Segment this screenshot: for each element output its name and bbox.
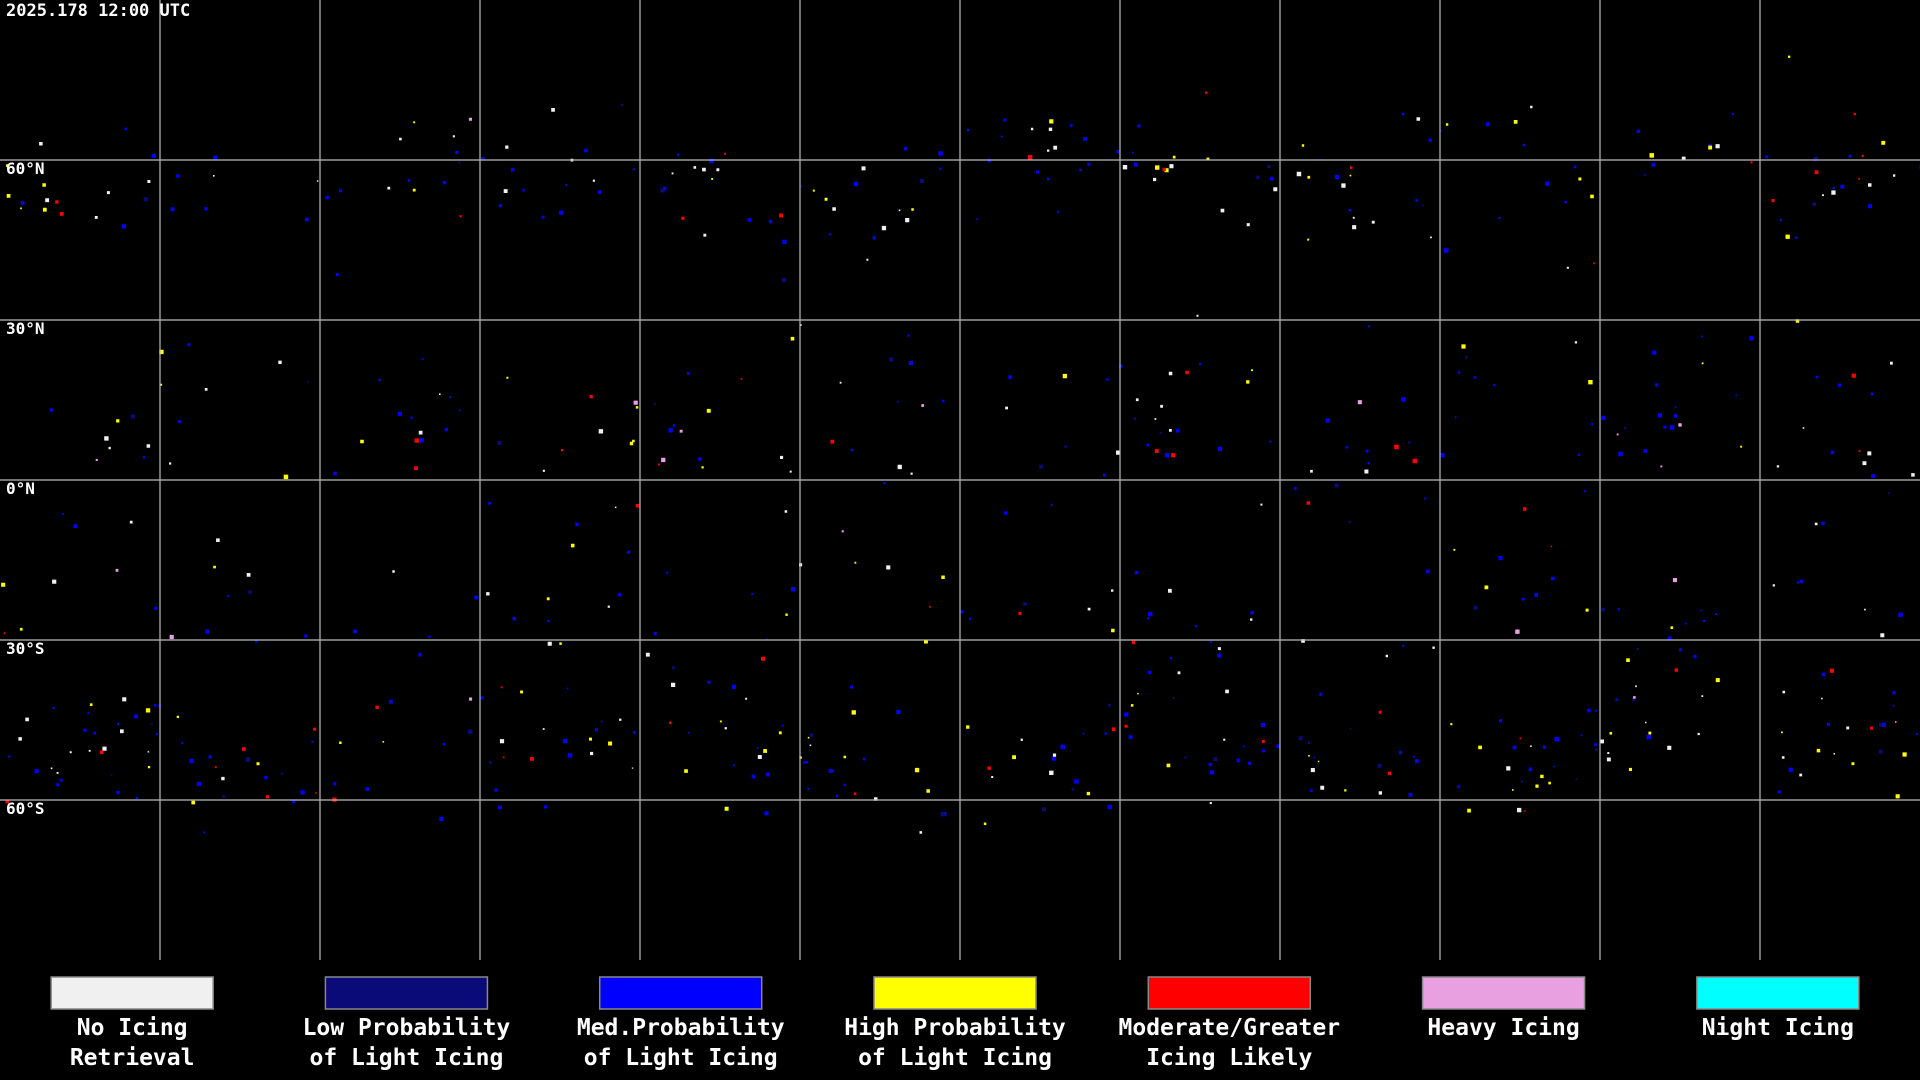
legend-swatch	[1147, 976, 1312, 1010]
latitude-labels: 60°N 30°N 0°N 30°S 60°S	[6, 159, 45, 818]
legend-label: Low Probability	[303, 1015, 511, 1041]
legend-label: Med.Probability	[577, 1015, 785, 1041]
legend-swatch	[1421, 976, 1586, 1010]
graticule	[0, 0, 1920, 960]
legend-label: Retrieval	[70, 1045, 195, 1071]
legend-label: Heavy Icing	[1427, 1015, 1579, 1041]
legend-swatch	[1696, 976, 1860, 1010]
legend-label: Icing Likely	[1146, 1045, 1312, 1071]
legend-swatch	[873, 976, 1037, 1010]
latitude-label: 60°S	[6, 799, 45, 818]
legend-label: Night Icing	[1702, 1015, 1854, 1041]
legend-swatch	[324, 976, 489, 1010]
latitude-label: 60°N	[6, 159, 45, 178]
legend-label: No Icing	[77, 1015, 188, 1041]
legend-swatch	[598, 976, 763, 1010]
legend-label: Moderate/Greater	[1119, 1015, 1341, 1041]
latitude-label: 0°N	[6, 479, 35, 498]
timestamp: 2025.178 12:00 UTC	[6, 1, 190, 21]
legend-label: of Light Icing	[858, 1045, 1052, 1071]
legend-label: of Light Icing	[584, 1045, 778, 1071]
latitude-label: 30°N	[6, 319, 45, 338]
legend-label: of Light Icing	[309, 1045, 503, 1071]
legend-label: High Probability	[844, 1015, 1066, 1041]
latitude-label: 30°S	[6, 639, 45, 658]
legend-swatch	[50, 976, 214, 1010]
legend: No Icing Retrieval Low Probability of Light…	[50, 976, 1860, 1071]
